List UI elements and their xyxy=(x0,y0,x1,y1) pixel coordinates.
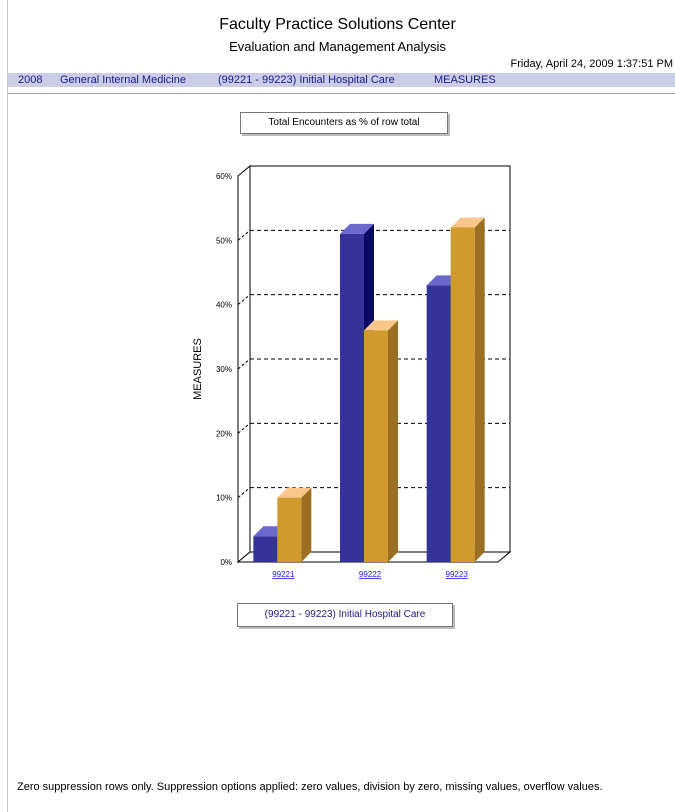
bar xyxy=(426,285,451,562)
y-gridline-side xyxy=(237,229,251,241)
page-subtitle: Evaluation and Management Analysis xyxy=(229,39,446,54)
y-gridline-side xyxy=(237,294,251,306)
bar-side xyxy=(388,320,398,562)
y-tick-label: 30% xyxy=(216,365,232,374)
breadcrumb-year: 2008 xyxy=(18,74,43,86)
bar xyxy=(277,497,302,562)
y-gridline-side xyxy=(237,358,251,370)
y-tick-label: 0% xyxy=(220,558,232,567)
bar xyxy=(253,536,278,562)
bar xyxy=(450,227,475,562)
y-tick-label: 10% xyxy=(216,494,232,503)
breadcrumb-specialty: General Internal Medicine xyxy=(60,74,186,86)
y-tick-label: 20% xyxy=(216,429,232,438)
bar-top xyxy=(340,223,374,234)
y-tick-label: 40% xyxy=(216,301,232,310)
left-frame-border xyxy=(7,0,8,812)
breadcrumb-measure: MEASURES xyxy=(434,74,496,86)
header-divider xyxy=(8,93,675,94)
y-tick-label: 50% xyxy=(216,236,232,245)
bar-side xyxy=(474,217,485,562)
suppression-footnote: Zero suppression rows only. Suppression … xyxy=(17,781,603,793)
bar xyxy=(364,330,388,562)
bar-side xyxy=(301,487,312,562)
breadcrumb-code-range: (99221 - 99223) Initial Hospital Care xyxy=(218,74,395,86)
breadcrumb: 2008 General Internal Medicine (99221 - … xyxy=(8,73,675,87)
y-gridline-side xyxy=(237,487,251,499)
bar-top xyxy=(450,217,485,228)
report-timestamp: Friday, April 24, 2009 1:37:51 PM xyxy=(510,58,673,70)
bar-top xyxy=(277,487,312,498)
y-gridline-side xyxy=(237,422,251,434)
chart-caption: (99221 - 99223) Initial Hospital Care xyxy=(237,603,453,627)
bar-top xyxy=(364,320,398,331)
x-tick-label[interactable]: 99222 xyxy=(359,570,382,579)
y-axis-title: MEASURES xyxy=(192,338,204,400)
x-tick-label[interactable]: 99223 xyxy=(446,570,469,579)
x-tick-label[interactable]: 99221 xyxy=(272,570,295,579)
chart-title: Total Encounters as % of row total xyxy=(240,112,448,134)
y-tick-label: 60% xyxy=(216,172,232,181)
page-title: Faculty Practice Solutions Center xyxy=(219,16,456,33)
bar xyxy=(340,233,364,562)
